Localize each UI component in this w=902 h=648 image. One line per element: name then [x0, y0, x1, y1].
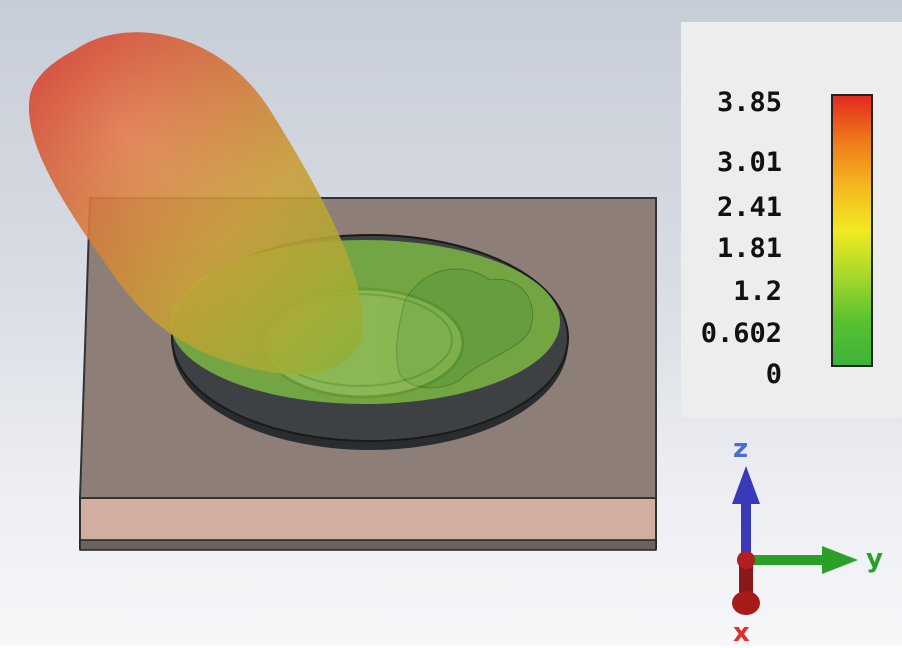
y-axis-arrowhead: [822, 546, 858, 574]
axis-origin: [737, 551, 755, 569]
colorbar-tick-label: 0: [765, 359, 782, 390]
y-axis-label: y: [866, 544, 883, 574]
x-axis-label: x: [733, 618, 750, 648]
colorbar-tick-label: 1.2: [733, 276, 782, 307]
colorbar-tick-label: 3.01: [716, 147, 782, 178]
axis-triad: [732, 466, 858, 615]
substrate-bottom-edge: [79, 539, 657, 551]
x-axis-arrowhead: [732, 591, 760, 615]
colorbar-tick-label: 2.41: [716, 192, 782, 223]
z-axis-arrowhead: [732, 466, 760, 504]
colorbar-gradient: [831, 94, 873, 367]
colorbar-tick-label: 1.81: [716, 233, 782, 264]
radiation-lobe: [28, 32, 363, 375]
colorbar-tick-label: 0.602: [700, 318, 782, 349]
z-axis-label: z: [733, 434, 749, 464]
colorbar-tick-label: 3.85: [716, 87, 782, 118]
colorbar-legend: 3.85 3.01 2.41 1.81 1.2 0.602 0: [681, 22, 902, 417]
